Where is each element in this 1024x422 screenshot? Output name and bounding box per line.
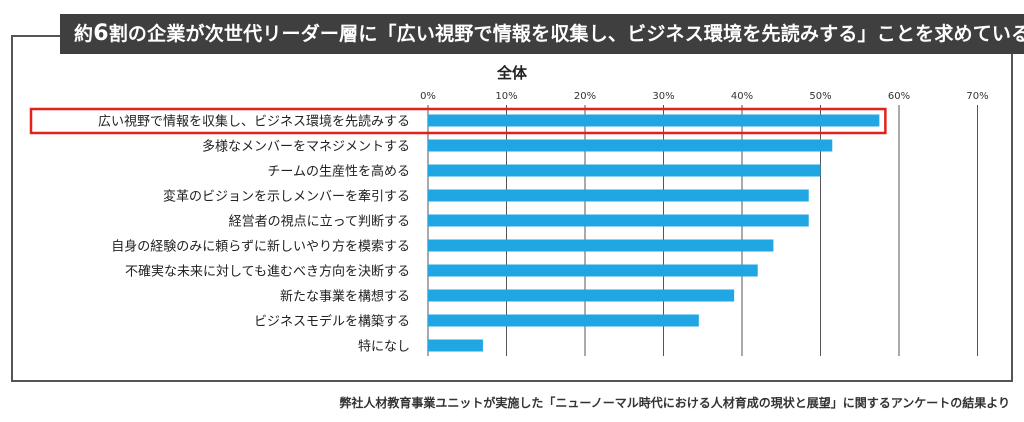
- bar: [428, 239, 774, 252]
- headline-suffix: 割の企業が次世代リーダー層に「広い視野で情報を収集し、ビジネス環境を先読みする」…: [108, 23, 1024, 45]
- bar: [428, 339, 483, 352]
- bar: [428, 114, 880, 127]
- highlight-box: [29, 107, 887, 135]
- category-label: 広い視野で情報を収集し、ビジネス環境を先読みする: [98, 114, 410, 130]
- x-tick-label: 10%: [495, 91, 517, 102]
- category-label: 特になし: [358, 340, 410, 355]
- bar: [428, 189, 809, 202]
- category-label: ビジネスモデルを構築する: [254, 314, 410, 330]
- headline-banner: 約6割の企業が次世代リーダー層に「広い視野で情報を収集し、ビジネス環境を先読みす…: [60, 14, 1024, 54]
- category-label: 自身の経験のみに頼らずに新しいやり方を模索する: [111, 239, 410, 255]
- category-label: チームの生産性を高める: [267, 164, 410, 180]
- bar: [428, 139, 833, 152]
- category-label: 変革のビジョンを示しメンバーを牽引する: [163, 189, 410, 205]
- x-tick-label: 50%: [809, 91, 831, 102]
- category-label: 多様なメンバーをマネジメントする: [202, 139, 410, 155]
- x-tick-label: 60%: [888, 91, 910, 102]
- category-label: 不確実な未来に対しても進むべき方向を決断する: [125, 264, 410, 280]
- footnote: 弊社人材教育事業ユニットが実施した「ニューノーマル時代における人材育成の現状と展…: [339, 396, 1010, 410]
- category-label: 新たな事業を構想する: [280, 289, 410, 305]
- x-tick-label: 40%: [731, 91, 753, 102]
- chart-title: 全体: [496, 64, 527, 82]
- x-tick-label: 20%: [574, 91, 596, 102]
- bar: [428, 314, 699, 327]
- bar: [428, 289, 735, 302]
- x-tick-label: 30%: [652, 91, 674, 102]
- bar: [428, 164, 821, 177]
- x-tick-label: 0%: [420, 91, 436, 102]
- category-label: 経営者の視点に立って判断する: [229, 215, 410, 230]
- x-tick-label: 70%: [966, 91, 988, 102]
- bar: [428, 214, 809, 227]
- headline-prefix: 約: [74, 23, 94, 45]
- bar: [428, 264, 758, 277]
- headline-number: 6: [93, 21, 109, 46]
